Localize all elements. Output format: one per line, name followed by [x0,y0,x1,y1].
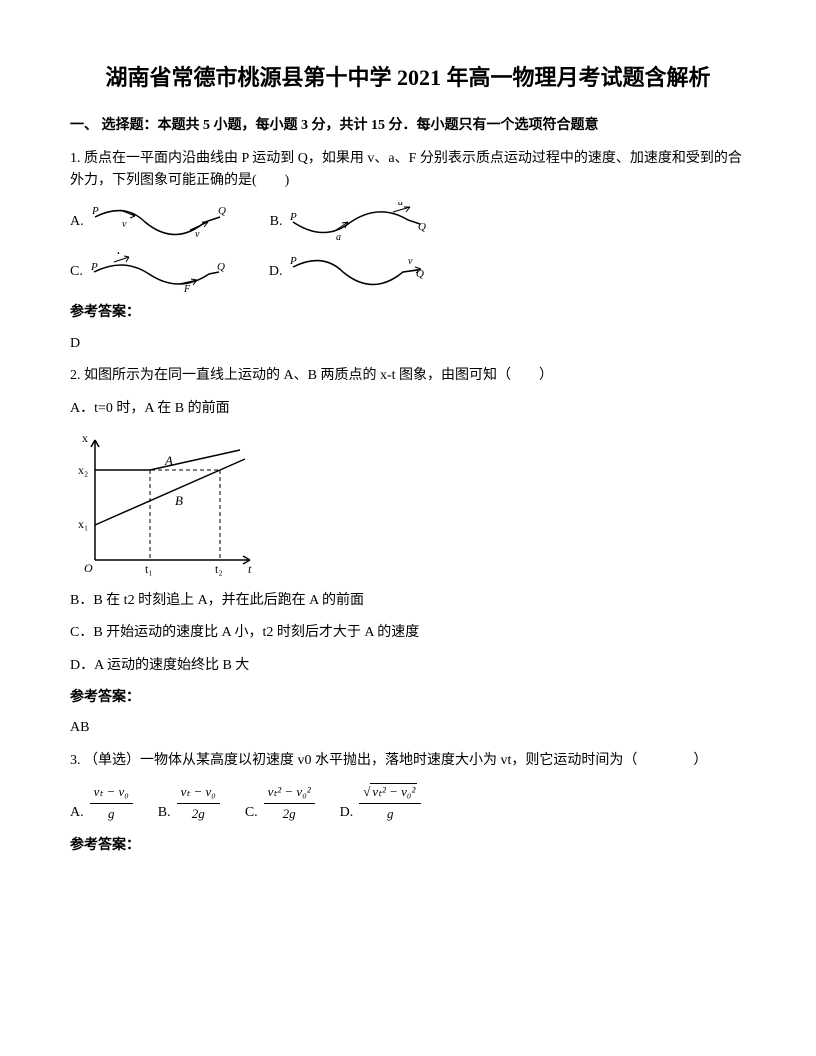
fraction-icon: vₜ² − v₀² 2g [264,782,315,825]
line-a-label: A [164,453,173,468]
page-title: 湖南省常德市桃源县第十中学 2021 年高一物理月考试题含解析 [70,60,746,95]
q2-opt-c: C．B 开始运动的速度比 A 小，t2 时刻后才大于 A 的速度 [70,622,746,644]
q1-text: 1. 质点在一平面内沿曲线由 P 运动到 Q，如果用 v、a、F 分别表示质点运… [70,148,746,193]
q3-formula-row: A. vₜ − v₀ g B. vₜ − v₀ 2g C. vₜ² − v₀² … [70,782,746,825]
curve-icon: P Q v [288,252,428,292]
frac-den: 2g [188,804,209,825]
q1-option-d: D. P Q v [269,252,429,292]
frac-num: vₜ − v₀ [90,782,133,804]
q1-option-c: C. P Q F F [70,252,229,292]
q1-opt-a-label: A. [70,211,84,233]
q3-opt-c-label: C. [245,802,258,824]
q3-option-b: B. vₜ − v₀ 2g [158,782,220,825]
frac-num: vₜ² − v₀² [264,782,315,804]
axis-x-label: x [82,431,88,445]
origin-label: O [84,561,93,575]
q2-opt-a: A．t=0 时，A 在 B 的前面 [70,398,746,420]
q1-opt-c-label: C. [70,261,83,283]
x2-label: x₂ [78,463,88,477]
q3-opt-d-label: D. [340,802,354,824]
q3-opt-a-label: A. [70,802,84,824]
svg-text:v: v [195,229,200,240]
fraction-icon: vₜ − v₀ g [90,782,133,825]
q2-opt-b: B．B 在 t2 时刻追上 A，并在此后跑在 A 的前面 [70,590,746,612]
q1-options-row1: A. P Q v v B. P Q a a [70,202,746,242]
fraction-icon: vₜ − v₀ 2g [177,782,220,825]
svg-text:Q: Q [217,261,225,273]
fraction-icon: √vₜ² − v₀² g [359,782,421,825]
q1-answer-label: 参考答案： [70,302,746,324]
svg-text:P: P [289,211,297,223]
q2-opt-d: D．A 运动的速度始终比 B 大 [70,655,746,677]
q3-option-c: C. vₜ² − v₀² 2g [245,782,315,825]
q1-opt-d-label: D. [269,261,283,283]
q3-option-d: D. √vₜ² − v₀² g [340,782,422,825]
q2-graph: x t O x₂ x₁ t₁ t₂ A B [70,430,746,580]
svg-text:a: a [336,232,341,242]
q3-text: 3. （单选）一物体从某高度以初速度 v0 水平抛出，落地时速度大小为 vt，则… [70,750,746,772]
svg-text:P: P [289,255,297,267]
frac-num: √vₜ² − v₀² [359,782,421,804]
t2-label: t₂ [215,562,223,576]
axis-t-label: t [248,562,252,576]
q2-answer: AB [70,717,746,739]
q3-opt-b-label: B. [158,802,171,824]
curve-icon: P Q F F [89,252,229,292]
svg-text:P: P [91,205,99,217]
t1-label: t₁ [145,562,153,576]
frac-num: vₜ − v₀ [177,782,220,804]
curve-icon: P Q a a [288,202,428,242]
svg-text:F: F [116,252,124,257]
frac-den: g [383,804,398,825]
line-b-label: B [175,493,183,508]
frac-den: g [104,804,119,825]
q1-options-row2: C. P Q F F D. P Q v [70,252,746,292]
q1-answer: D [70,333,746,355]
svg-text:P: P [90,261,98,273]
q1-option-a: A. P Q v v [70,202,230,242]
q2-answer-label: 参考答案： [70,687,746,709]
svg-text:Q: Q [218,205,226,217]
svg-text:Q: Q [418,221,426,233]
x1-label: x₁ [78,517,88,531]
q2-text: 2. 如图所示为在同一直线上运动的 A、B 两质点的 x-t 图象，由图可知（ … [70,365,746,387]
q1-opt-b-label: B. [270,211,283,233]
q1-option-b: B. P Q a a [270,202,429,242]
svg-text:a: a [398,202,403,208]
svg-text:v: v [122,219,127,230]
curve-icon: P Q v v [90,202,230,242]
section-heading: 一、 选择题：本题共 5 小题，每小题 3 分，共计 15 分．每小题只有一个选… [70,115,746,137]
q3-answer-label: 参考答案： [70,835,746,857]
q3-option-a: A. vₜ − v₀ g [70,782,133,825]
svg-text:F: F [183,284,191,292]
svg-text:v: v [408,256,413,267]
frac-den: 2g [279,804,300,825]
